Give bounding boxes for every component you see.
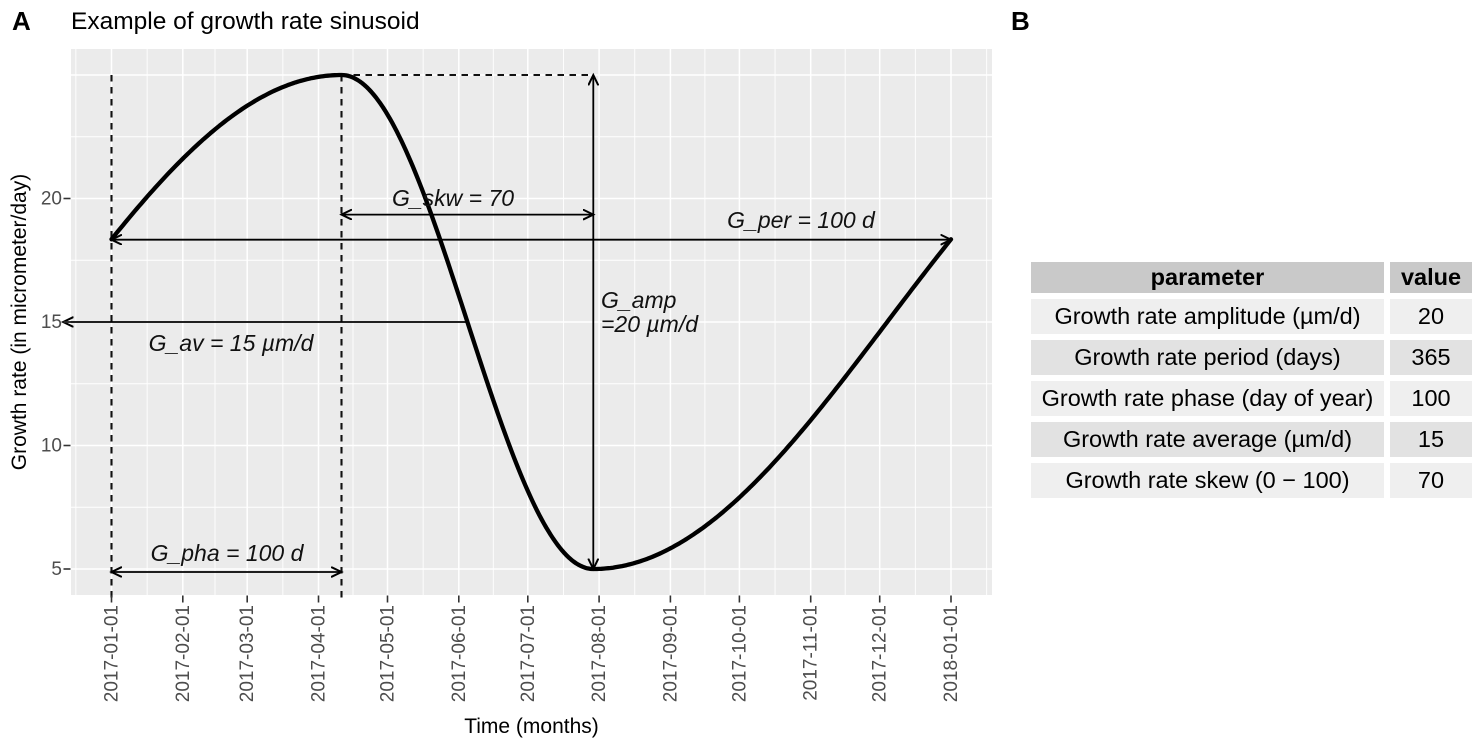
chart-title: Example of growth rate sinusoid: [71, 8, 420, 35]
x-tick-label: 2017-07-01: [518, 605, 539, 702]
x-tick-label: 2017-12-01: [870, 605, 891, 702]
x-tick-label: 2017-09-01: [660, 605, 681, 702]
x-tick-label: 2017-02-01: [173, 605, 194, 702]
x-tick-label: 2017-06-01: [449, 605, 470, 702]
annotation-label-g_av: G_av = 15 µm/d: [149, 330, 315, 356]
x-tick-label: 2017-05-01: [378, 605, 399, 702]
y-tick-label: 5: [51, 559, 62, 580]
panel-a-label: A: [12, 6, 31, 36]
annotation-label-g_amp: G_amp: [601, 287, 677, 313]
y-axis-title: Growth rate (in micrometer/day): [8, 174, 31, 470]
table-cell-value: 70: [1390, 463, 1472, 498]
table-cell-parameter: Growth rate skew (0 − 100): [1031, 463, 1384, 498]
table-cell-parameter: Growth rate average (µm/d): [1031, 422, 1384, 457]
x-axis-title: Time (months): [464, 715, 599, 738]
table-cell-value: 20: [1390, 299, 1472, 334]
sinusoid-curve: [109, 72, 954, 572]
growth-rate-chart: G_per = 100 d G_skw = 70 G_amp=20 µm/d G_av…: [8, 49, 992, 738]
table-cell-parameter: Growth rate period (days): [1031, 340, 1384, 375]
x-tick-label: 2017-01-01: [102, 605, 123, 702]
table-cell-value: 15: [1390, 422, 1472, 457]
table-cell-value: 365: [1390, 340, 1472, 375]
x-tick-label: 2018-01-01: [941, 605, 962, 702]
x-tick-label: 2017-10-01: [729, 605, 750, 702]
y-tick-label: 20: [41, 189, 62, 210]
annotation-label-g_per: G_per = 100 d: [727, 207, 876, 233]
annotation-label-g_amp: =20 µm/d: [601, 311, 699, 337]
x-tick-label: 2017-04-01: [309, 605, 330, 702]
parameter-table: parameter value Growth rate amplitude (µ…: [1031, 262, 1472, 498]
y-tick-label: 15: [41, 312, 62, 333]
x-tick-label: 2017-08-01: [589, 605, 610, 702]
table-cell-parameter: Growth rate amplitude (µm/d): [1031, 299, 1384, 334]
y-tick-label: 10: [41, 436, 62, 457]
x-tick-label: 2017-03-01: [237, 605, 258, 702]
table-header-parameter: parameter: [1031, 262, 1384, 293]
panel-b-label: B: [1011, 6, 1030, 36]
table-header-value: value: [1390, 262, 1472, 293]
table-cell-value: 100: [1390, 381, 1472, 416]
table-cell-parameter: Growth rate phase (day of year): [1031, 381, 1384, 416]
annotation-label-g_skw: G_skw = 70: [392, 185, 514, 211]
x-tick-label: 2017-11-01: [801, 605, 822, 701]
annotation-label-g_pha: G_pha = 100 d: [151, 540, 305, 566]
